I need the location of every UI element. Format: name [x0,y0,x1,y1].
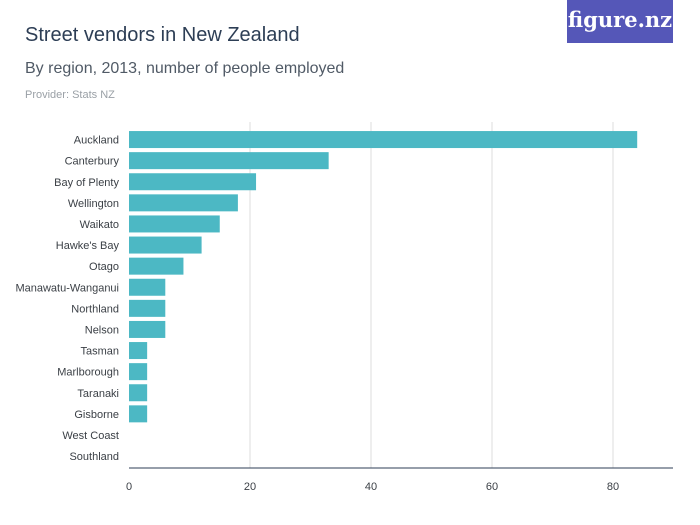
bar[interactable] [129,152,329,170]
category-label: Canterbury [65,156,120,168]
category-label: Waikato [80,219,119,231]
category-label: Southland [69,451,119,463]
chart-subtitle: By region, 2013, number of people employ… [25,60,345,77]
label-layer: Auckland Canterbury Bay of Plenty Wellingto… [15,135,120,463]
bar-layer [129,131,638,423]
bar[interactable] [129,173,257,191]
category-label: Nelson [85,324,119,336]
provider-note: Provider: Stats NZ [25,89,115,101]
category-label: Northland [71,303,119,315]
bar[interactable] [129,405,148,423]
bar[interactable] [129,342,148,360]
bar[interactable] [129,131,638,149]
bar[interactable] [129,236,202,254]
category-label: Bay of Plenty [54,177,119,189]
category-label: Otago [89,261,119,273]
x-tick-label: 60 [486,481,498,493]
category-label: Taranaki [77,388,119,400]
category-label: Gisborne [74,409,119,421]
bar[interactable] [129,278,166,296]
category-label: Wellington [68,198,119,210]
bar[interactable] [129,215,220,233]
grid-layer [249,122,614,468]
bar[interactable] [129,320,166,338]
x-tick-label: 20 [244,481,256,493]
bar[interactable] [129,194,238,212]
category-label: Auckland [74,135,119,147]
category-label: Marlborough [57,367,119,379]
x-tick-label: 40 [365,481,377,493]
category-label: Manawatu-Wanganui [15,282,119,294]
category-label: Hawke's Bay [56,240,120,252]
axis-layer: 0 20 40 60 80 [126,467,673,493]
x-tick-label: 0 [126,481,132,493]
category-label: West Coast [62,430,119,442]
category-label: Tasman [80,346,119,358]
bar[interactable] [129,363,148,381]
x-tick-label: 80 [607,481,619,493]
bar[interactable] [129,299,166,317]
figure-nz-logo[interactable]: figure.nz [567,0,673,43]
bar[interactable] [129,257,184,275]
chart-title: Street vendors in New Zealand [25,24,300,46]
bar[interactable] [129,384,148,402]
